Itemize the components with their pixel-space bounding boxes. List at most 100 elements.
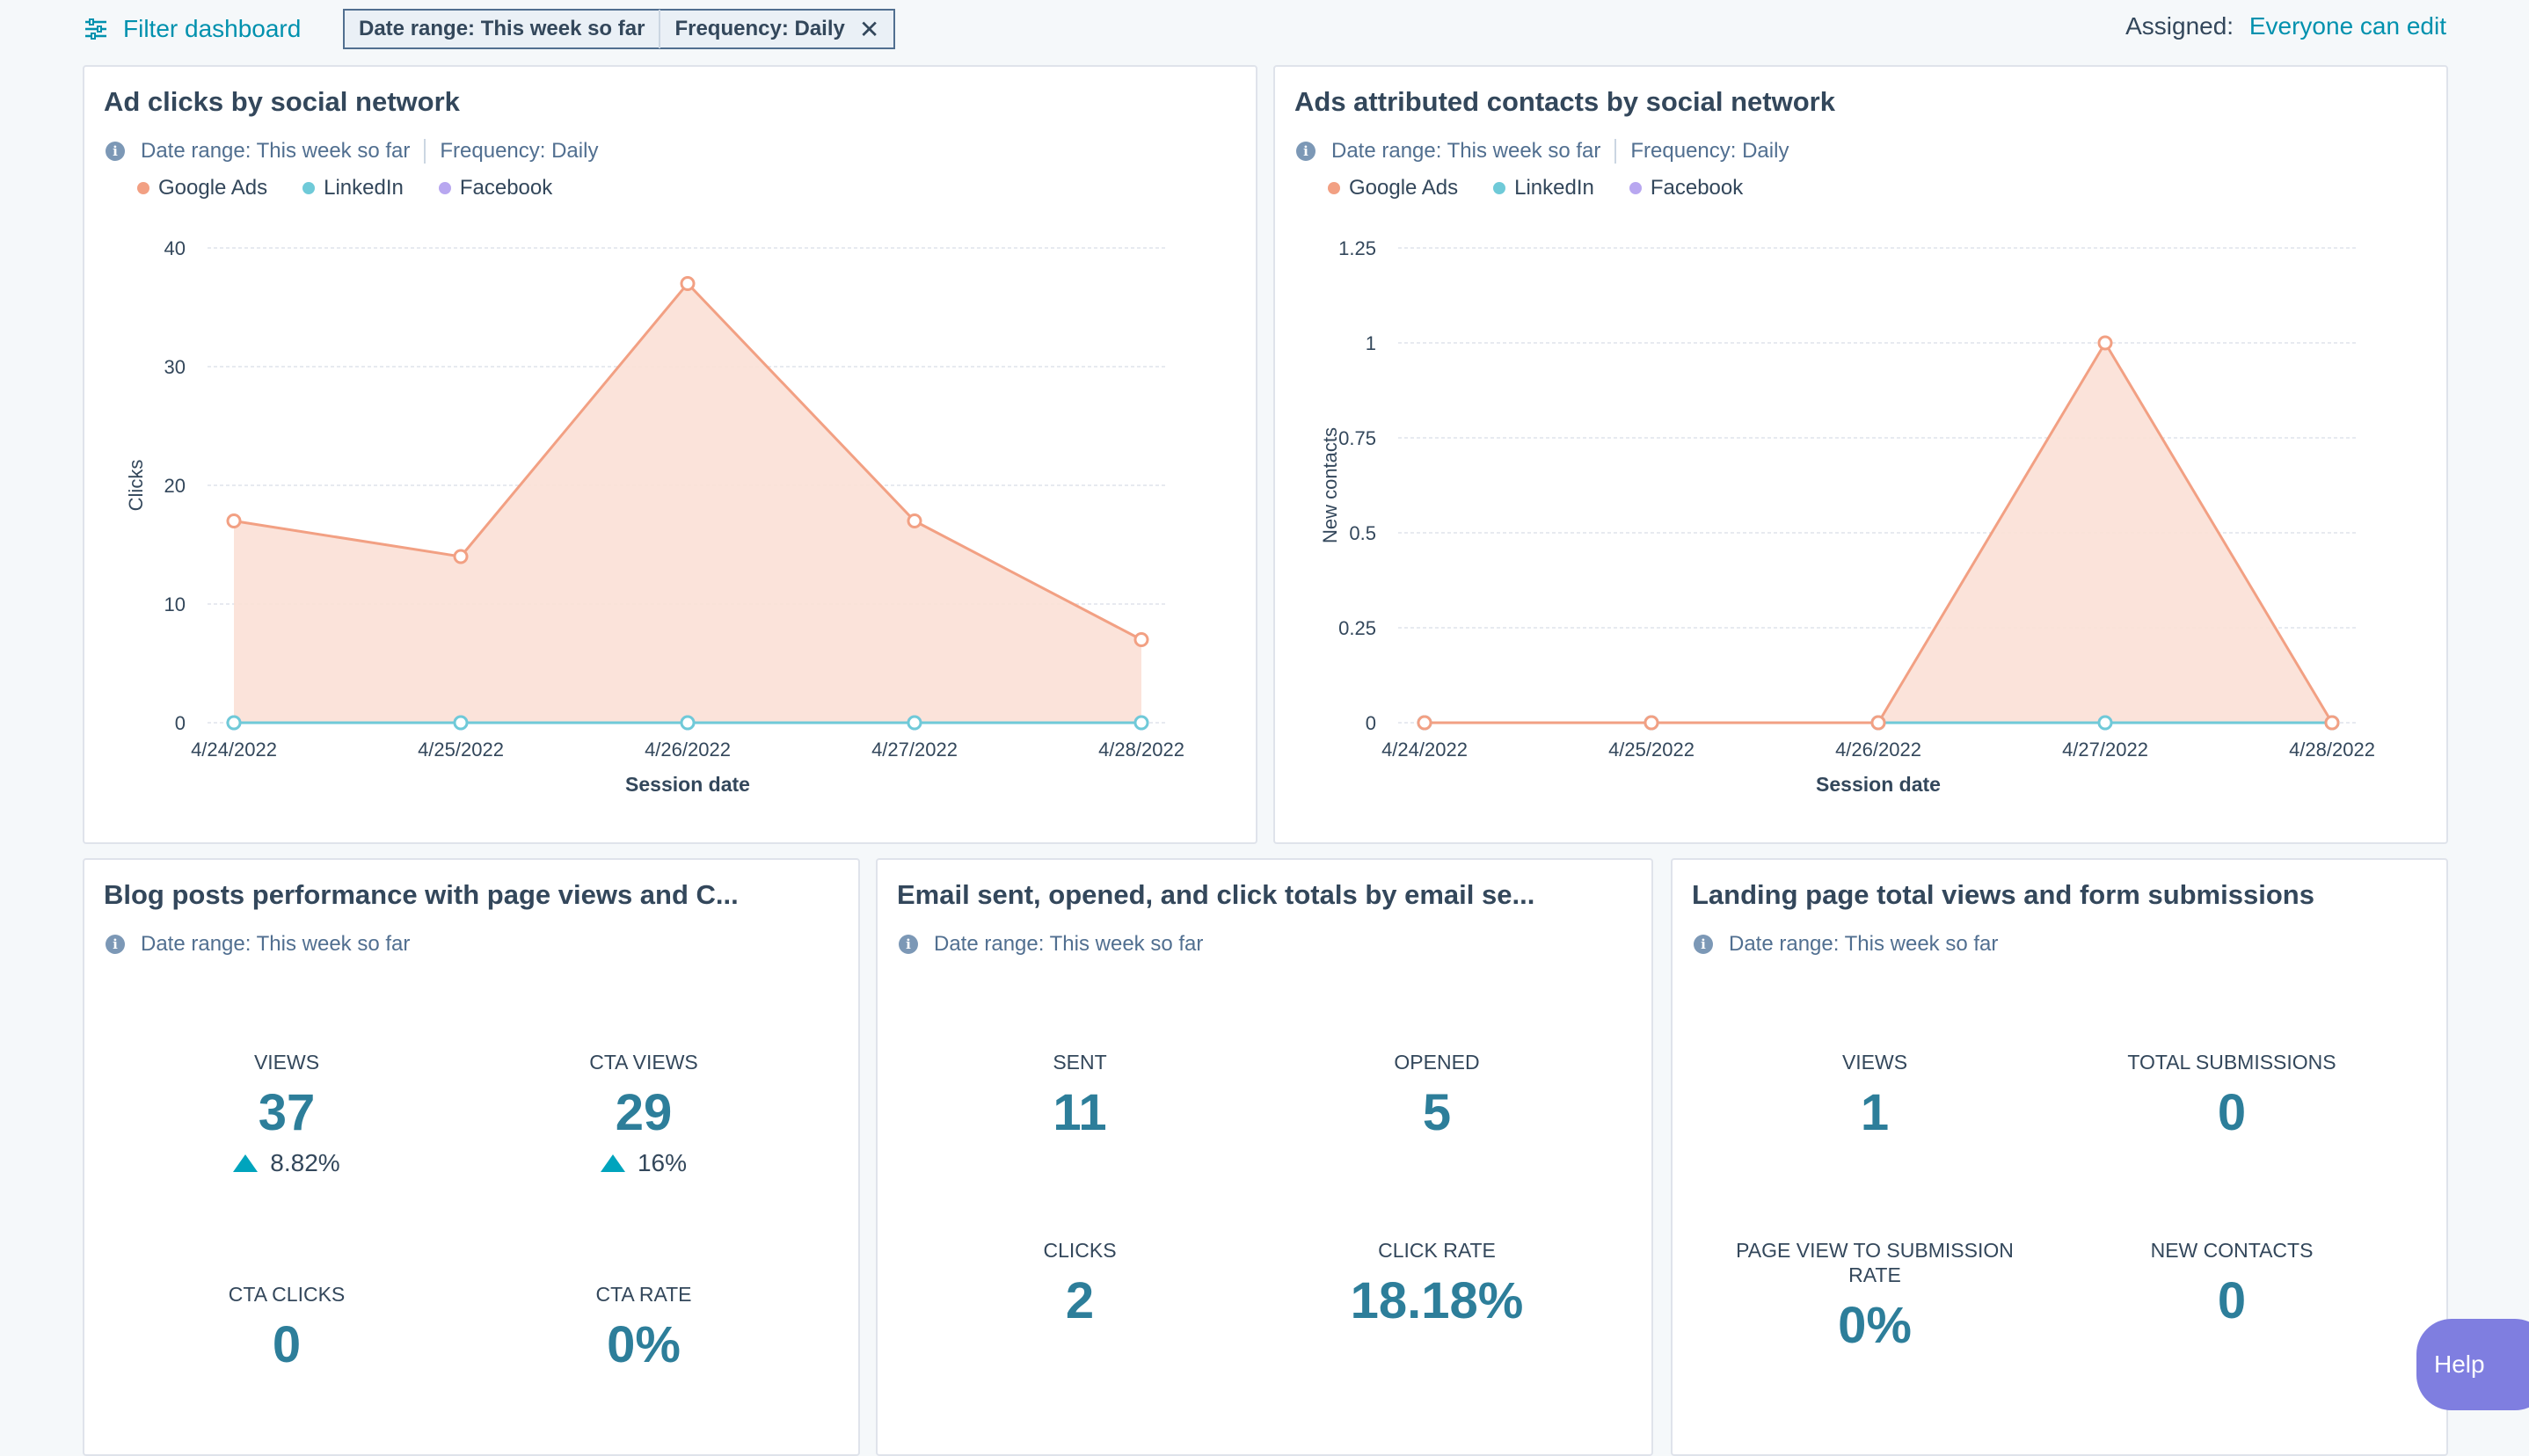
clear-filters-close-icon[interactable]: ✕: [858, 15, 880, 43]
frequency-text: Frequency: Daily: [1630, 139, 1789, 163]
kpi-value[interactable]: 0: [2217, 1084, 2247, 1141]
legend-label: Facebook: [1650, 176, 1744, 200]
kpi-label: PAGE VIEW TO SUBMISSION RATE: [1736, 1239, 2014, 1286]
card-title[interactable]: Ads attributed contacts by social networ…: [1294, 86, 1835, 117]
ad-clicks-chart[interactable]: 0 10 20 30 40 4/24/2022 4/25/2022 4/26/2022 4/27…: [84, 67, 1259, 846]
ads-contacts-chart[interactable]: 0 0.25 0.5 0.75 1 1.25 4/24/2022 4/25/2022 4/26/…: [1275, 67, 2450, 846]
kpi-total-submissions: TOTAL SUBMISSIONS 0: [2047, 1050, 2416, 1142]
legend-facebook[interactable]: Facebook: [438, 176, 553, 200]
legend-google-ads[interactable]: Google Ads: [137, 176, 267, 200]
card-title[interactable]: Blog posts performance with page views a…: [104, 879, 739, 910]
y-tick-label: 20: [164, 475, 186, 497]
ads-contacts-card: Ads attributed contacts by social networ…: [1273, 65, 2448, 844]
chart-legend: Google Ads LinkedIn Facebook: [1328, 176, 1743, 200]
y-tick-label: 0.25: [1338, 617, 1376, 639]
assigned-everyone-link[interactable]: Everyone can edit: [2248, 12, 2446, 40]
x-tick-label: 4/28/2022: [1098, 739, 1184, 761]
card-meta: i Date range: This week so far: [106, 932, 410, 957]
chip-date-range: Date range: This week so far: [359, 17, 645, 40]
point-linkedin: [226, 715, 242, 731]
kpi-page-view-submission-rate: PAGE VIEW TO SUBMISSION RATE 0%: [1725, 1238, 2024, 1355]
card-title[interactable]: Email sent, opened, and click totals by …: [897, 879, 1535, 910]
legend-label: LinkedIn: [1514, 176, 1594, 200]
x-tick-label: 4/26/2022: [1835, 739, 1921, 761]
kpi-value[interactable]: 0%: [1838, 1297, 1912, 1354]
point-google-ads: [907, 513, 922, 528]
kpi-new-contacts: NEW CONTACTS 0: [2047, 1238, 2416, 1330]
help-button[interactable]: Help: [2416, 1319, 2529, 1410]
filter-dashboard-button[interactable]: Filter dashboard: [83, 11, 301, 47]
kpi-change: 16%: [459, 1149, 828, 1177]
kpi-value[interactable]: 11: [1053, 1084, 1107, 1141]
legend-linkedin[interactable]: LinkedIn: [1493, 176, 1594, 200]
kpi-value[interactable]: 1: [1860, 1084, 1890, 1141]
card-meta: i Date range: This week so far: [899, 932, 1203, 957]
kpi-value[interactable]: 2: [1065, 1272, 1095, 1329]
point-linkedin: [907, 715, 922, 731]
card-title[interactable]: Ad clicks by social network: [104, 86, 460, 117]
kpi-label: NEW CONTACTS: [2150, 1239, 2314, 1262]
kpi-change-value: 16%: [637, 1149, 688, 1176]
filter-dashboard-label: Filter dashboard: [123, 15, 302, 42]
legend-linkedin[interactable]: LinkedIn: [302, 176, 404, 200]
point-google-ads: [680, 276, 696, 291]
chip-divider: [659, 10, 661, 48]
kpi-label: VIEWS: [253, 1051, 320, 1074]
assigned-info: Assigned: Everyone can edit: [2125, 12, 2446, 40]
legend-dot-icon: [1629, 182, 1642, 194]
point-linkedin: [2097, 715, 2113, 731]
y-tick-label: 0: [1366, 712, 1376, 734]
x-tick-label: 4/27/2022: [871, 739, 958, 761]
info-icon[interactable]: i: [1694, 935, 1713, 954]
info-icon[interactable]: i: [106, 935, 125, 954]
filter-sliders-icon: [85, 18, 106, 40]
point-linkedin: [453, 715, 469, 731]
kpi-value[interactable]: 18.18%: [1350, 1272, 1524, 1329]
kpi-label: VIEWS: [1841, 1051, 1908, 1074]
kpi-value[interactable]: 5: [1422, 1084, 1452, 1141]
landing-page-card: Landing page total views and form submis…: [1671, 858, 2448, 1456]
kpi-opened: OPENED 5: [1252, 1050, 1622, 1142]
y-tick-label: 1: [1366, 332, 1376, 354]
kpi-label: CLICK RATE: [1378, 1239, 1496, 1262]
kpi-label: CTA RATE: [595, 1283, 692, 1306]
y-tick-label: 0.5: [1349, 522, 1376, 544]
kpi-clicks: CLICKS 2: [895, 1238, 1264, 1330]
card-title[interactable]: Landing page total views and form submis…: [1692, 879, 2314, 910]
frequency-text: Frequency: Daily: [440, 139, 599, 163]
legend-dot-icon: [438, 182, 451, 194]
kpi-label: CLICKS: [1043, 1239, 1117, 1262]
info-icon[interactable]: i: [1296, 142, 1316, 161]
kpi-label: CTA VIEWS: [589, 1051, 698, 1074]
point-google-ads: [1133, 632, 1149, 647]
legend-label: Facebook: [459, 176, 553, 200]
card-meta: i Date range: This week so far: [1694, 932, 1998, 957]
trend-up-icon: [233, 1154, 259, 1172]
kpi-views: VIEWS 1: [1690, 1050, 2059, 1142]
kpi-change: 8.82%: [102, 1149, 471, 1177]
x-tick-label: 4/25/2022: [1608, 739, 1695, 761]
kpi-value[interactable]: 0%: [607, 1316, 681, 1373]
point-google-ads: [2097, 335, 2113, 351]
legend-facebook[interactable]: Facebook: [1629, 176, 1743, 200]
point-google-ads: [2324, 715, 2340, 731]
kpi-value[interactable]: 0: [2217, 1272, 2247, 1329]
area-google-ads: [234, 283, 1141, 723]
kpi-cta-clicks: CTA CLICKS 0: [102, 1282, 471, 1374]
card-meta: i Date range: This week so far Frequency…: [1296, 139, 1789, 164]
info-icon[interactable]: i: [899, 935, 918, 954]
info-icon[interactable]: i: [106, 142, 125, 161]
chart-legend: Google Ads LinkedIn Facebook: [137, 176, 552, 200]
x-axis-title: Session date: [625, 773, 750, 796]
kpi-value[interactable]: 37: [258, 1084, 316, 1141]
kpi-value[interactable]: 0: [272, 1316, 302, 1373]
kpi-value[interactable]: 29: [615, 1084, 673, 1141]
point-google-ads: [453, 549, 469, 564]
legend-google-ads[interactable]: Google Ads: [1328, 176, 1458, 200]
y-axis-title: Clicks: [125, 460, 147, 512]
active-filters-chip[interactable]: Date range: This week so far Frequency: …: [343, 9, 896, 49]
date-range-text: Date range: This week so far: [934, 932, 1204, 956]
point-google-ads: [1643, 715, 1659, 731]
y-tick-label: 1.25: [1338, 237, 1376, 259]
legend-label: Google Ads: [158, 176, 268, 200]
